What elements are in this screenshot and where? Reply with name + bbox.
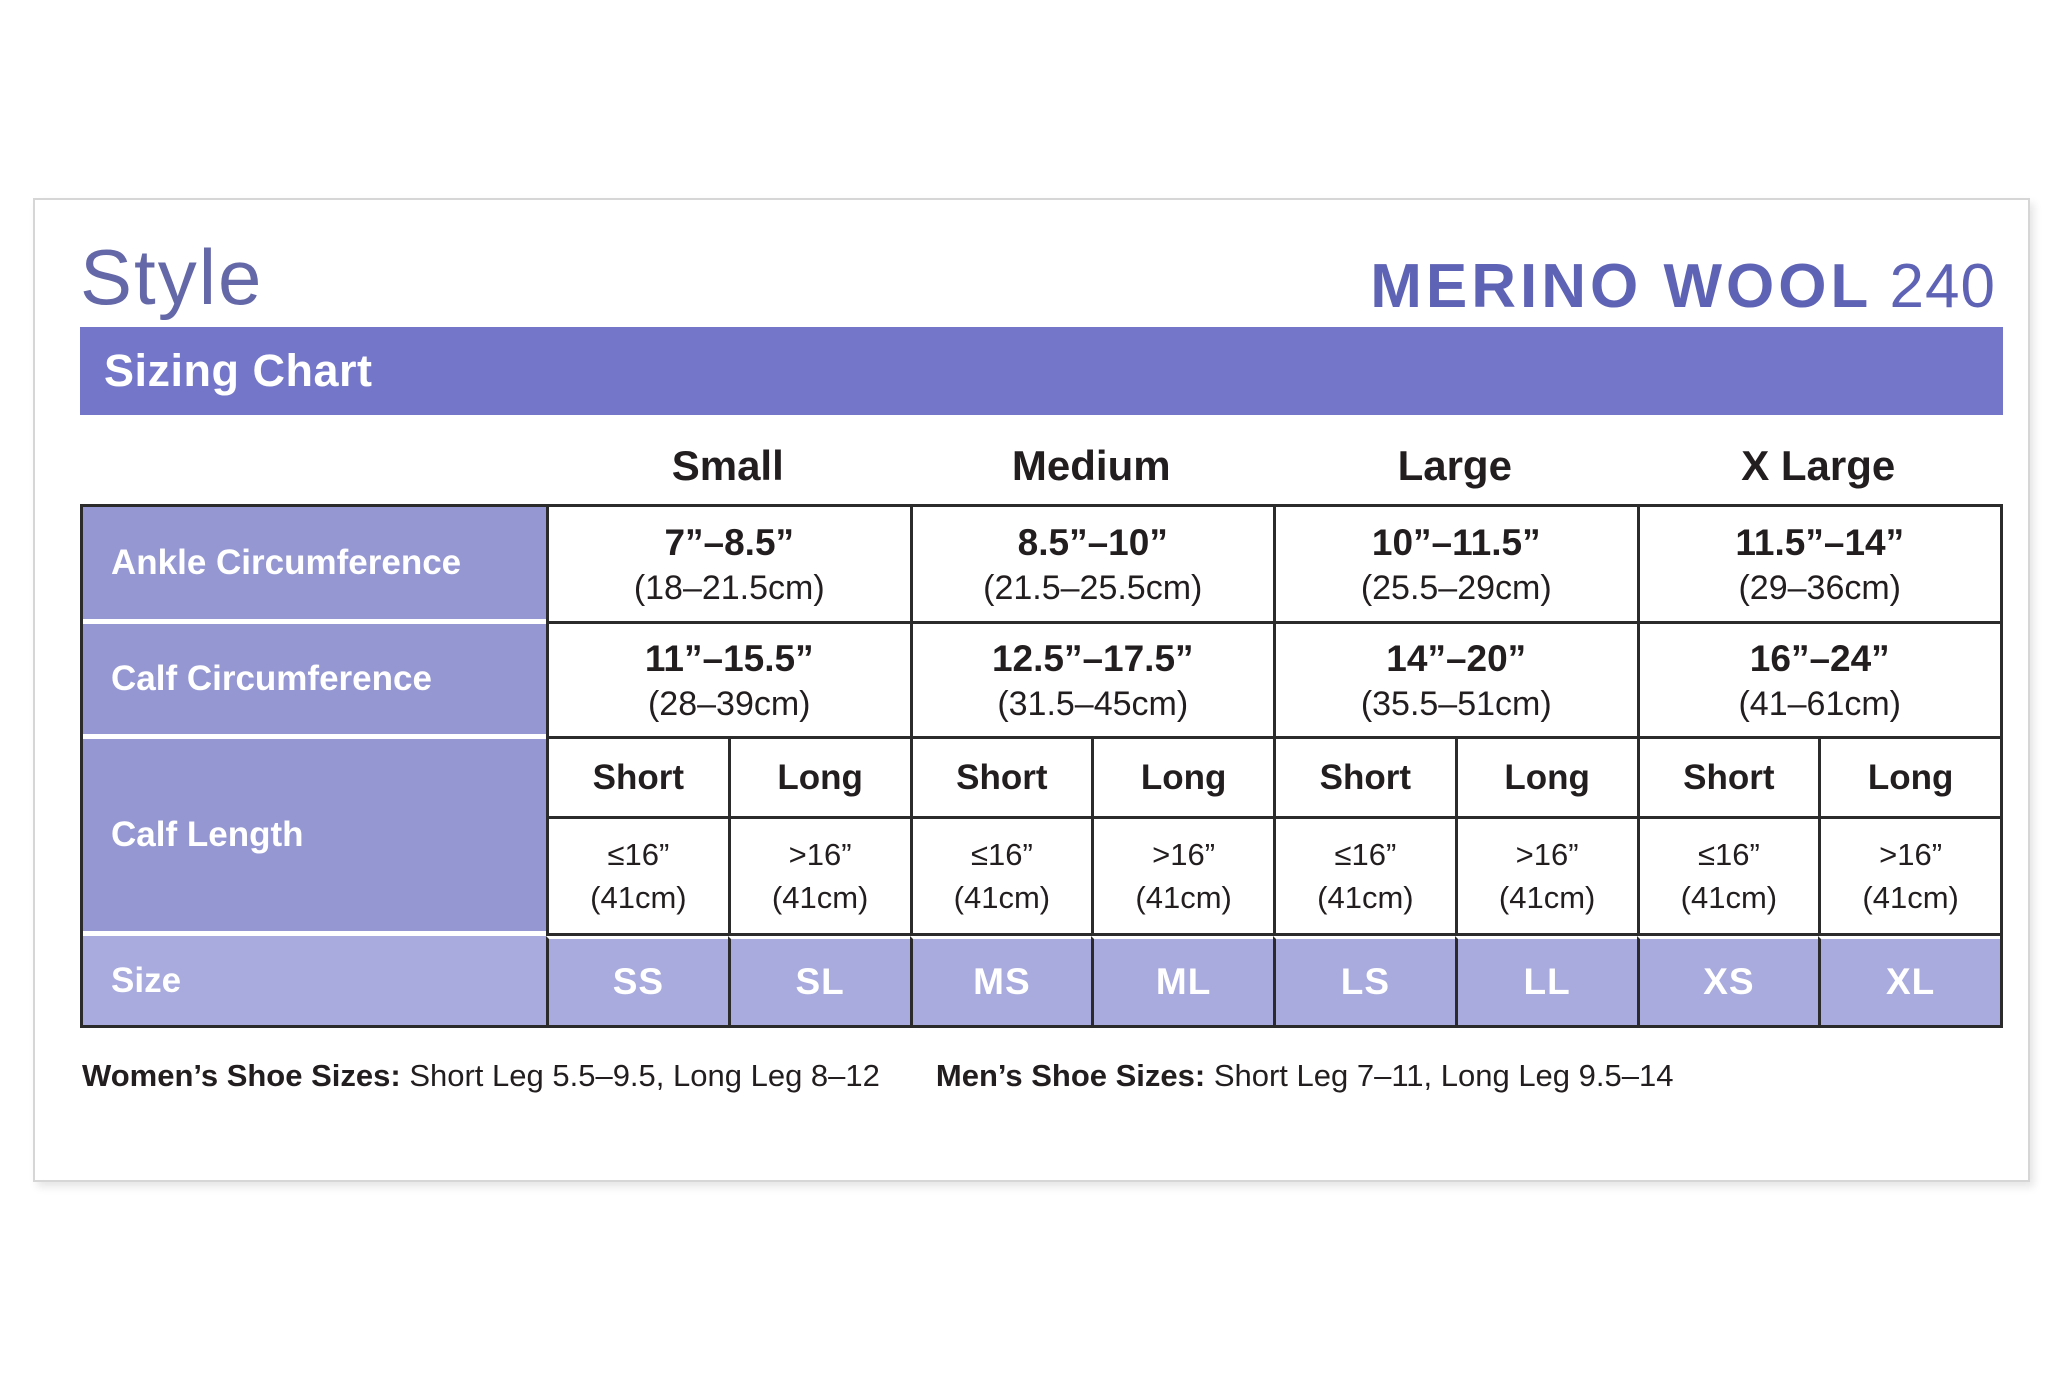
table-cell: 12.5”–17.5” (31.5–45cm) bbox=[909, 624, 1273, 739]
table-cell: 10”–11.5” (25.5–29cm) bbox=[1273, 507, 1637, 624]
calf-length-cell: ≤16” (41cm) bbox=[909, 819, 1092, 936]
mens-shoe-sizes: Men’s Shoe Sizes: Short Leg 7–11, Long L… bbox=[935, 1058, 1674, 1093]
calf-length-cell: ≤16” (41cm) bbox=[546, 819, 728, 936]
womens-shoe-sizes: Women’s Shoe Sizes: Short Leg 5.5–9.5, L… bbox=[82, 1058, 880, 1093]
table-cell: 11.5”–14” (29–36cm) bbox=[1636, 507, 2000, 624]
sizing-table: Ankle Circumference 7”–8.5” (18–21.5cm) … bbox=[80, 504, 2003, 1028]
size-code-ms: MS bbox=[909, 936, 1092, 1025]
table-cell: 7”–8.5” (18–21.5cm) bbox=[546, 507, 910, 624]
table-cell: 16”–24” (41–61cm) bbox=[1636, 624, 2000, 739]
brand-name: MERINO WOOL bbox=[1370, 252, 1873, 321]
table-cell: 8.5”–10” (21.5–25.5cm) bbox=[909, 507, 1273, 624]
shoe-size-footnote: Women’s Shoe Sizes: Short Leg 5.5–9.5, L… bbox=[82, 1058, 1673, 1094]
banner-title: Sizing Chart bbox=[104, 345, 373, 396]
calf-length-cell: >16” (41cm) bbox=[1091, 819, 1273, 936]
row-header-calf-length: Calf Length bbox=[83, 739, 546, 936]
subheader-short: Short bbox=[546, 739, 728, 819]
size-column-header-xlarge: X Large bbox=[1741, 442, 1896, 489]
brand-number: 240 bbox=[1889, 252, 1996, 321]
size-code-ml: ML bbox=[1091, 936, 1273, 1025]
calf-length-cell: >16” (41cm) bbox=[727, 819, 910, 936]
size-column-headers: Small Medium Large X Large bbox=[80, 428, 2003, 504]
calf-length-cell: ≤16” (41cm) bbox=[1273, 819, 1455, 936]
row-header-size: Size bbox=[83, 936, 546, 1025]
size-column-header-large: Large bbox=[1397, 442, 1512, 489]
row-header-calf-circumference: Calf Circumference bbox=[83, 624, 546, 739]
subheader-short: Short bbox=[909, 739, 1092, 819]
table-cell: 11”–15.5” (28–39cm) bbox=[546, 624, 910, 739]
size-code-xs: XS bbox=[1636, 936, 1819, 1025]
table-cell: 14”–20” (35.5–51cm) bbox=[1273, 624, 1637, 739]
size-column-header-small: Small bbox=[671, 442, 784, 489]
subheader-long: Long bbox=[1454, 739, 1637, 819]
calf-length-cell: >16” (41cm) bbox=[1454, 819, 1637, 936]
brand-title: MERINO WOOL 240 bbox=[1370, 256, 1996, 318]
calf-length-cell: >16” (41cm) bbox=[1818, 819, 2000, 936]
sizing-chart-card: Style MERINO WOOL 240 Sizing Chart Small… bbox=[33, 198, 2030, 1182]
sizing-chart-banner: Sizing Chart bbox=[80, 327, 2003, 415]
size-code-ss: SS bbox=[546, 936, 728, 1025]
subheader-long: Long bbox=[1818, 739, 2000, 819]
subheader-long: Long bbox=[1091, 739, 1273, 819]
subheader-long: Long bbox=[727, 739, 910, 819]
style-label: Style bbox=[80, 233, 264, 321]
size-code-sl: SL bbox=[727, 936, 910, 1025]
calf-length-cell: ≤16” (41cm) bbox=[1636, 819, 1819, 936]
row-header-ankle-circumference: Ankle Circumference bbox=[83, 507, 546, 624]
subheader-short: Short bbox=[1636, 739, 1819, 819]
size-code-ll: LL bbox=[1454, 936, 1637, 1025]
size-code-ls: LS bbox=[1273, 936, 1455, 1025]
subheader-short: Short bbox=[1273, 739, 1455, 819]
size-column-header-medium: Medium bbox=[1011, 442, 1171, 489]
size-code-xl: XL bbox=[1818, 936, 2000, 1025]
